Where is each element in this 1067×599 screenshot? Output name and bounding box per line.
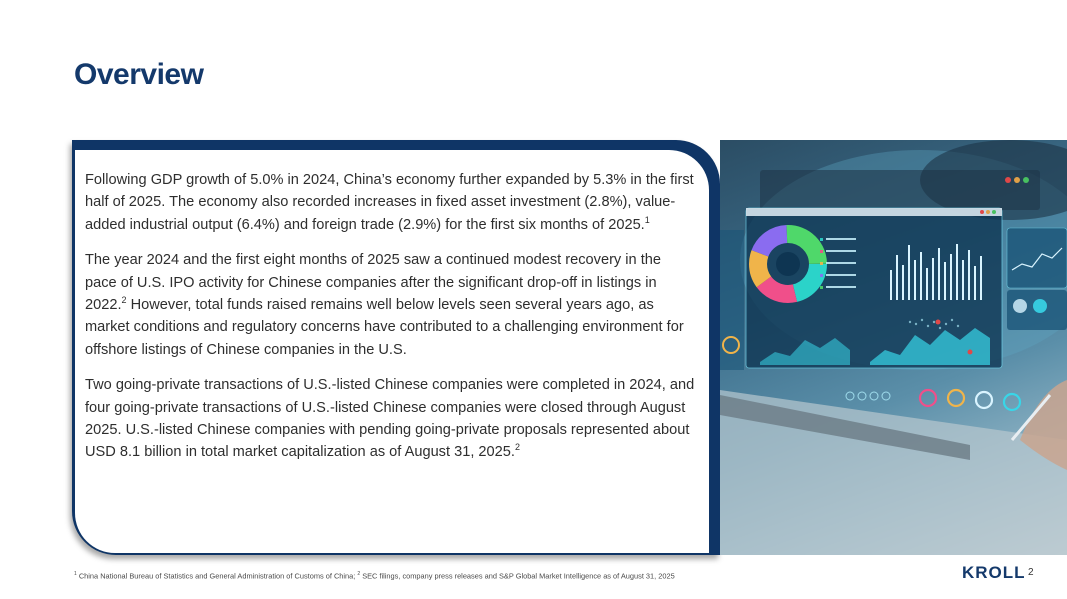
dashboard-photo [720,140,1067,555]
footnote-ref-1: 1 [644,214,650,225]
footnote-marker-2: 2 [357,571,361,577]
footnote-marker-1: 1 [74,571,77,577]
page-title: Overview [74,58,204,91]
paragraph-ipo-text-after: However, total funds raised remains well… [85,296,684,358]
paragraph-ipo-text: The year 2024 and the first eight months… [85,252,661,313]
paragraph-gdp-text: Following GDP growth of 5.0% in 2024, Ch… [85,172,694,233]
page-number: 2 [1028,567,1034,578]
paragraph-gdp: Following GDP growth of 5.0% in 2024, Ch… [85,169,695,236]
paragraph-ipo: The year 2024 and the first eight months… [85,249,695,360]
text-card: Following GDP growth of 5.0% in 2024, Ch… [75,150,709,553]
kroll-logo: KROLL [962,563,1026,582]
analytics-dashboard-illustration [720,140,1067,555]
footnote-ref-2b: 2 [514,442,520,453]
footnote-source-1: China National Bureau of Statistics and … [76,571,358,581]
card-body: Following GDP growth of 5.0% in 2024, Ch… [85,169,695,477]
footnote-source-2: SEC filings, company press releases and … [360,571,675,581]
footnote: 1 China National Bureau of Statistics an… [74,571,675,580]
paragraph-going-private-text: Two going-private transactions of U.S.-l… [85,377,695,461]
paragraph-going-private: Two going-private transactions of U.S.-l… [85,374,695,463]
footnote-ref-2: 2 [121,295,127,306]
